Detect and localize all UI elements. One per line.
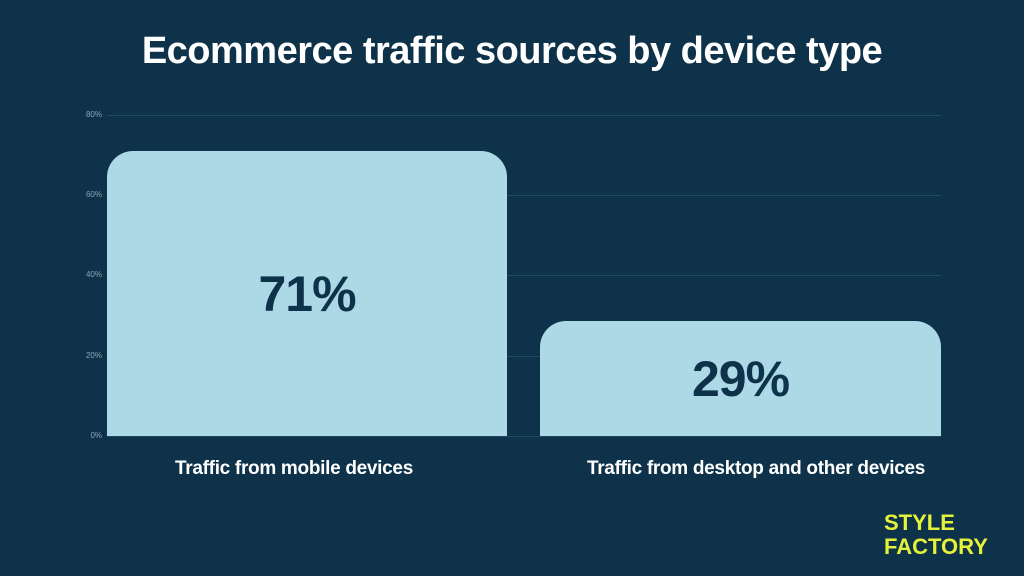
y-tick-0: 0% <box>90 431 102 440</box>
brand-line-2: FACTORY <box>884 534 988 559</box>
y-tick-20: 20% <box>85 351 102 360</box>
gridline-60 <box>107 195 941 196</box>
brand-logo: STYLE FACTORY <box>884 511 988 559</box>
gridline-80 <box>107 115 941 116</box>
gridline-0 <box>107 436 941 437</box>
bar-mobile: 71% <box>107 151 507 436</box>
brand-line-1: STYLE <box>884 510 955 535</box>
y-tick-40: 40% <box>85 270 102 279</box>
gridline-20 <box>107 356 941 357</box>
bar-value-desktop: 29% <box>691 350 790 407</box>
gridline-40 <box>107 275 941 276</box>
category-label-desktop: Traffic from desktop and other devices <box>586 458 926 479</box>
y-tick-80: 80% <box>85 110 102 119</box>
bar-desktop: 29% <box>540 321 941 436</box>
chart-title: Ecommerce traffic sources by device type <box>141 30 883 72</box>
bar-value-mobile: 71% <box>258 265 356 322</box>
category-label-mobile: Traffic from mobile devices <box>175 458 413 479</box>
y-tick-60: 60% <box>85 190 102 199</box>
